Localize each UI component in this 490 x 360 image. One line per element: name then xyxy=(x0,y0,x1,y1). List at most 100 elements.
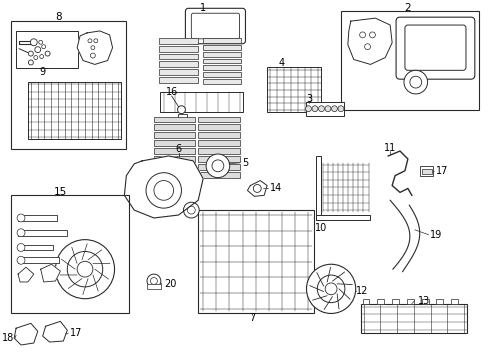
Bar xyxy=(341,11,479,110)
Polygon shape xyxy=(14,323,38,345)
Bar xyxy=(203,38,241,43)
Text: 2: 2 xyxy=(405,3,411,13)
Circle shape xyxy=(17,256,25,264)
Bar xyxy=(203,51,241,57)
Bar xyxy=(317,156,321,220)
Bar xyxy=(177,114,187,118)
Text: 5: 5 xyxy=(243,158,249,168)
Text: 17: 17 xyxy=(436,166,448,176)
Circle shape xyxy=(88,39,92,43)
Bar xyxy=(11,195,129,314)
Bar xyxy=(198,172,240,177)
Bar xyxy=(18,215,57,221)
Text: 8: 8 xyxy=(55,12,62,22)
Polygon shape xyxy=(43,321,67,342)
Circle shape xyxy=(154,181,173,200)
Text: 6: 6 xyxy=(175,144,182,154)
Circle shape xyxy=(30,39,37,46)
Polygon shape xyxy=(77,31,113,64)
Bar xyxy=(198,164,240,170)
Bar xyxy=(361,303,467,333)
Bar xyxy=(422,169,432,174)
Bar xyxy=(437,299,443,303)
Circle shape xyxy=(365,44,370,50)
Circle shape xyxy=(177,106,185,114)
Circle shape xyxy=(77,261,93,277)
Bar xyxy=(198,210,315,314)
Polygon shape xyxy=(348,18,392,64)
Bar xyxy=(203,66,241,70)
Bar xyxy=(154,117,195,122)
Circle shape xyxy=(410,76,422,88)
Text: 16: 16 xyxy=(166,87,178,97)
Bar xyxy=(307,102,344,116)
Bar xyxy=(203,45,241,50)
Bar xyxy=(377,299,384,303)
Circle shape xyxy=(318,106,324,112)
FancyBboxPatch shape xyxy=(396,17,475,79)
Bar xyxy=(198,117,240,122)
Bar xyxy=(159,69,198,75)
Text: 14: 14 xyxy=(270,184,282,193)
Bar xyxy=(154,132,195,138)
Polygon shape xyxy=(124,156,203,218)
Bar xyxy=(159,54,198,59)
Text: 10: 10 xyxy=(315,223,327,233)
Text: 13: 13 xyxy=(418,296,430,306)
Text: 19: 19 xyxy=(430,230,442,240)
Text: 7: 7 xyxy=(249,314,255,323)
Circle shape xyxy=(183,202,199,218)
Bar xyxy=(317,215,370,220)
Circle shape xyxy=(369,32,375,38)
Bar xyxy=(392,299,399,303)
Bar xyxy=(203,59,241,63)
Circle shape xyxy=(94,39,98,43)
Circle shape xyxy=(17,214,25,222)
Text: 12: 12 xyxy=(356,286,368,296)
Bar xyxy=(198,148,240,154)
Bar xyxy=(18,244,52,251)
Bar xyxy=(420,166,434,176)
Circle shape xyxy=(318,275,345,303)
Text: 18: 18 xyxy=(2,333,14,343)
Bar xyxy=(451,299,458,303)
Bar xyxy=(407,299,414,303)
Circle shape xyxy=(40,55,44,59)
Circle shape xyxy=(212,160,224,172)
Circle shape xyxy=(325,106,331,112)
Polygon shape xyxy=(18,267,34,282)
Text: 3: 3 xyxy=(306,94,313,104)
Bar xyxy=(203,72,241,77)
Text: 20: 20 xyxy=(164,279,176,289)
Text: 17: 17 xyxy=(70,328,83,338)
FancyBboxPatch shape xyxy=(185,8,245,44)
Bar xyxy=(18,230,67,236)
Bar xyxy=(159,62,198,67)
Circle shape xyxy=(67,251,103,287)
Circle shape xyxy=(150,278,157,284)
Circle shape xyxy=(45,51,50,56)
Circle shape xyxy=(17,229,25,237)
Polygon shape xyxy=(41,264,60,282)
Bar xyxy=(203,79,241,84)
Circle shape xyxy=(55,240,115,299)
Bar xyxy=(422,299,429,303)
Polygon shape xyxy=(247,181,267,196)
Bar xyxy=(159,77,198,83)
Circle shape xyxy=(312,106,318,112)
Circle shape xyxy=(307,264,356,314)
Circle shape xyxy=(17,244,25,251)
Bar xyxy=(198,132,240,138)
Bar xyxy=(159,38,198,44)
Circle shape xyxy=(91,53,96,58)
Bar xyxy=(154,140,195,146)
FancyBboxPatch shape xyxy=(191,13,240,39)
Text: 15: 15 xyxy=(54,188,67,197)
Text: 11: 11 xyxy=(384,143,396,153)
Circle shape xyxy=(146,173,181,208)
Bar xyxy=(28,82,122,139)
Circle shape xyxy=(39,40,43,44)
Bar xyxy=(154,172,195,177)
Bar xyxy=(198,156,240,162)
Circle shape xyxy=(187,206,195,214)
